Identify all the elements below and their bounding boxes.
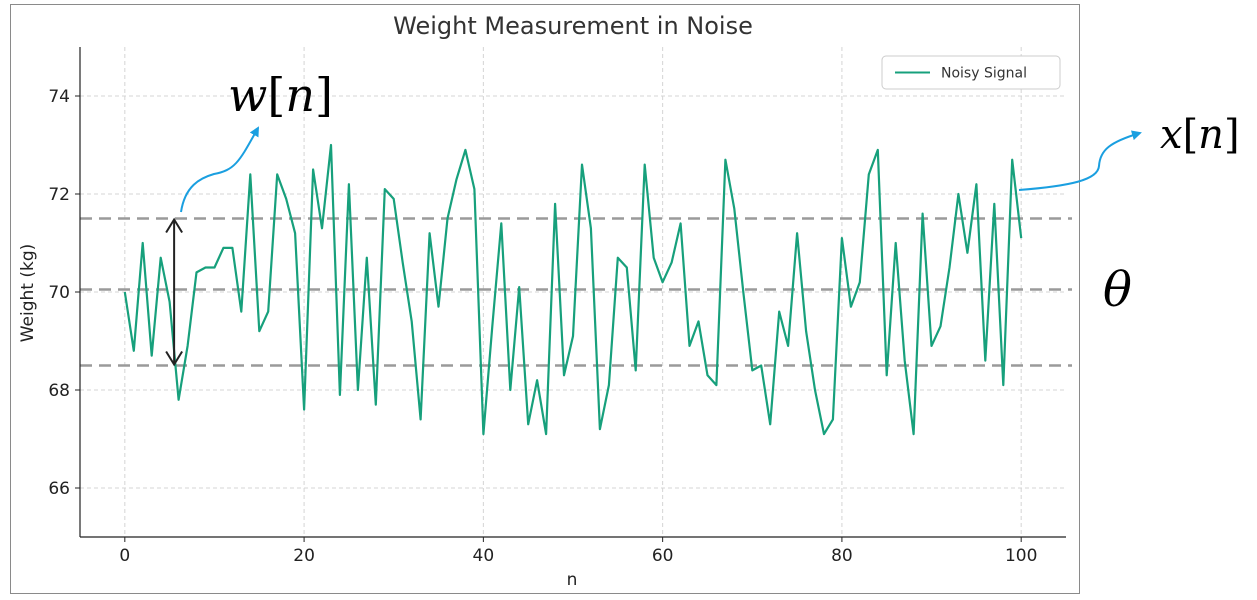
x-tick-label: 40 xyxy=(473,546,495,566)
chart-title: Weight Measurement in Noise xyxy=(393,12,753,40)
x-tick-label: 20 xyxy=(293,546,315,566)
x-n-bracket-open: [ xyxy=(1183,112,1199,158)
grid xyxy=(80,47,1066,537)
x-n-bracket-close: ] xyxy=(1224,112,1240,158)
annotation-theta: θ xyxy=(1103,262,1132,318)
y-axis-label: Weight (kg) xyxy=(18,244,38,343)
arrowhead-down xyxy=(165,350,183,367)
signal-callout-arrow xyxy=(1018,130,1142,191)
legend-box xyxy=(881,55,1061,90)
y-tick-label: 70 xyxy=(48,283,70,303)
y-tick-label: 72 xyxy=(48,185,70,205)
x-n-symbol: x xyxy=(1160,112,1183,158)
x-tick-label: 60 xyxy=(652,546,674,566)
y-tick-label: 68 xyxy=(48,381,70,401)
annotation-noise-band: w[n] xyxy=(165,68,333,367)
y-tick-label: 74 xyxy=(48,87,70,107)
x-n-label: x[n] xyxy=(1160,112,1240,158)
x-tick-label: 100 xyxy=(1005,546,1037,566)
figure-frame xyxy=(10,4,1080,594)
x-axis-label: n xyxy=(567,570,578,590)
w-n-index: n xyxy=(285,68,315,122)
legend-entry: Noisy Signal xyxy=(941,66,1027,82)
x-tick-label: 0 xyxy=(119,546,130,566)
w-n-bracket-open: [ xyxy=(267,68,285,122)
arrowhead-up xyxy=(165,217,183,234)
series-group xyxy=(123,143,1023,436)
w-n-label: w[n] xyxy=(228,68,333,122)
annotation-signal: x[n] xyxy=(1018,112,1240,191)
w-n-symbol: w xyxy=(228,68,267,122)
ticks: 0 20 40 60 80 100 66 68 70 72 74 xyxy=(48,87,1037,566)
legend: Noisy Signal xyxy=(881,55,1061,90)
w-n-bracket-close: ] xyxy=(315,68,333,122)
y-tick-label: 66 xyxy=(48,479,70,499)
x-n-index: n xyxy=(1198,112,1224,158)
noise-callout-arrow xyxy=(180,126,259,213)
x-tick-label: 80 xyxy=(831,546,853,566)
theta-label: θ xyxy=(1103,262,1132,318)
